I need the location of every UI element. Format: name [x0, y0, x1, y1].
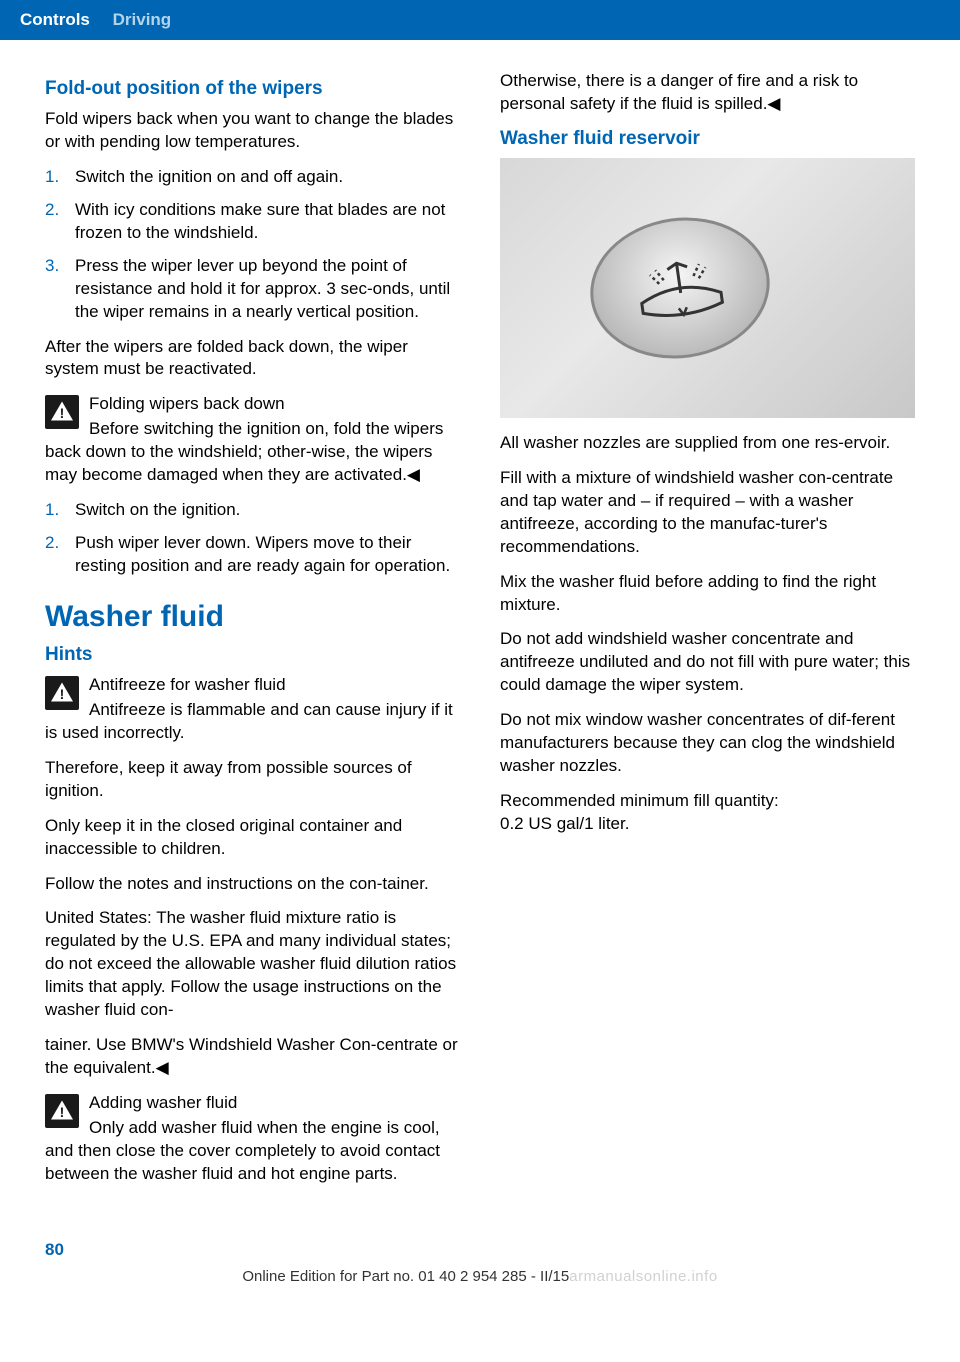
text-nozzles: All washer nozzles are supplied from one… [500, 432, 915, 455]
heading-foldout-wipers: Fold-out position of the wipers [45, 78, 460, 100]
header-bar: Controls Driving [0, 0, 960, 40]
text-foldout-intro: Fold wipers back when you want to change… [45, 108, 460, 154]
list-item: 1. Switch the ignition on and off again. [45, 166, 460, 189]
text-hint-us: United States: The washer fluid mixture … [45, 907, 460, 1022]
warning-antifreeze: Antifreeze for washer fluid Antifreeze i… [45, 674, 460, 745]
list-number: 1. [45, 499, 75, 522]
header-tab-driving: Driving [113, 10, 172, 29]
edition-text: Online Edition for Part no. 01 40 2 954 … [242, 1268, 569, 1285]
text-fire-risk: Otherwise, there is a danger of fire and… [500, 70, 915, 116]
page-number: 80 [45, 1240, 915, 1260]
list-foldback-steps: 1. Switch on the ignition. 2. Push wiper… [45, 499, 460, 578]
list-text: Switch the ignition on and off again. [75, 166, 343, 189]
list-foldout-steps: 1. Switch the ignition on and off again.… [45, 166, 460, 324]
warning-icon [45, 395, 79, 429]
list-item: 2. Push wiper lever down. Wipers move to… [45, 532, 460, 578]
page-body: Fold-out position of the wipers Fold wip… [0, 40, 960, 1240]
warning-title: Folding wipers back down [45, 393, 460, 416]
list-item: 2. With icy conditions make sure that bl… [45, 199, 460, 245]
list-text: With icy conditions make sure that blade… [75, 199, 460, 245]
warning-icon [45, 1094, 79, 1128]
list-item: 3. Press the wiper lever up beyond the p… [45, 255, 460, 324]
text-hint-container: Only keep it in the closed original cont… [45, 815, 460, 861]
text-min-quantity: Recommended minimum fill quantity: 0.2 U… [500, 790, 915, 836]
text-cont-tainer: tainer. Use BMW's Windshield Washer Con‐… [45, 1034, 460, 1080]
list-text: Switch on the ignition. [75, 499, 240, 522]
list-number: 2. [45, 199, 75, 245]
warning-title: Adding washer fluid [45, 1092, 460, 1115]
text-min-value: 0.2 US gal/1 liter. [500, 814, 629, 833]
text-after-fold: After the wipers are folded back down, t… [45, 336, 460, 382]
heading-hints: Hints [45, 644, 460, 666]
text-mix-before: Mix the washer fluid before adding to fi… [500, 571, 915, 617]
page-footer: 80 Online Edition for Part no. 01 40 2 9… [0, 1240, 960, 1305]
heading-washer-fluid: Washer fluid [45, 600, 460, 634]
watermark-text: armanualsonline.info [569, 1268, 717, 1285]
text-hint-follow: Follow the notes and instructions on the… [45, 873, 460, 896]
list-number: 2. [45, 532, 75, 578]
text-hint-ignition: Therefore, keep it away from possible so… [45, 757, 460, 803]
warning-body: Antifreeze is flammable and can cause in… [45, 700, 453, 742]
list-text: Press the wiper lever up beyond the poin… [75, 255, 460, 324]
list-item: 1. Switch on the ignition. [45, 499, 460, 522]
warning-adding-fluid: Adding washer fluid Only add washer flui… [45, 1092, 460, 1186]
warning-title: Antifreeze for washer fluid [45, 674, 460, 697]
list-number: 3. [45, 255, 75, 324]
heading-reservoir: Washer fluid reservoir [500, 128, 915, 150]
reservoir-cap [581, 206, 779, 370]
text-fill-mixture: Fill with a mixture of windshield washer… [500, 467, 915, 559]
warning-body: Only add washer fluid when the engine is… [45, 1118, 440, 1183]
list-text: Push wiper lever down. Wipers move to th… [75, 532, 460, 578]
header-tab-controls: Controls [20, 10, 90, 29]
footer-line: Online Edition for Part no. 01 40 2 954 … [45, 1268, 915, 1285]
list-number: 1. [45, 166, 75, 189]
washer-symbol-icon [626, 246, 735, 329]
text-min-label: Recommended minimum fill quantity: [500, 791, 779, 810]
text-no-mix: Do not mix window washer concentrates of… [500, 709, 915, 778]
warning-icon [45, 676, 79, 710]
warning-body: Before switching the ignition on, fold t… [45, 419, 443, 484]
text-no-undiluted: Do not add windshield washer concentrate… [500, 628, 915, 697]
warning-folding-back: Folding wipers back down Before switchin… [45, 393, 460, 487]
figure-reservoir [500, 158, 915, 418]
